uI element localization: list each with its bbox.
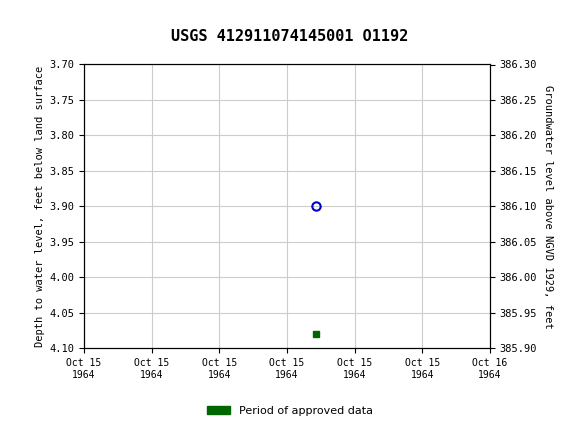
Y-axis label: Depth to water level, feet below land surface: Depth to water level, feet below land su… [35,66,45,347]
Legend: Period of approved data: Period of approved data [203,401,377,420]
Text: ▒USGS: ▒USGS [12,7,66,28]
Y-axis label: Groundwater level above NGVD 1929, feet: Groundwater level above NGVD 1929, feet [543,85,553,328]
Text: USGS 412911074145001 O1192: USGS 412911074145001 O1192 [171,29,409,44]
